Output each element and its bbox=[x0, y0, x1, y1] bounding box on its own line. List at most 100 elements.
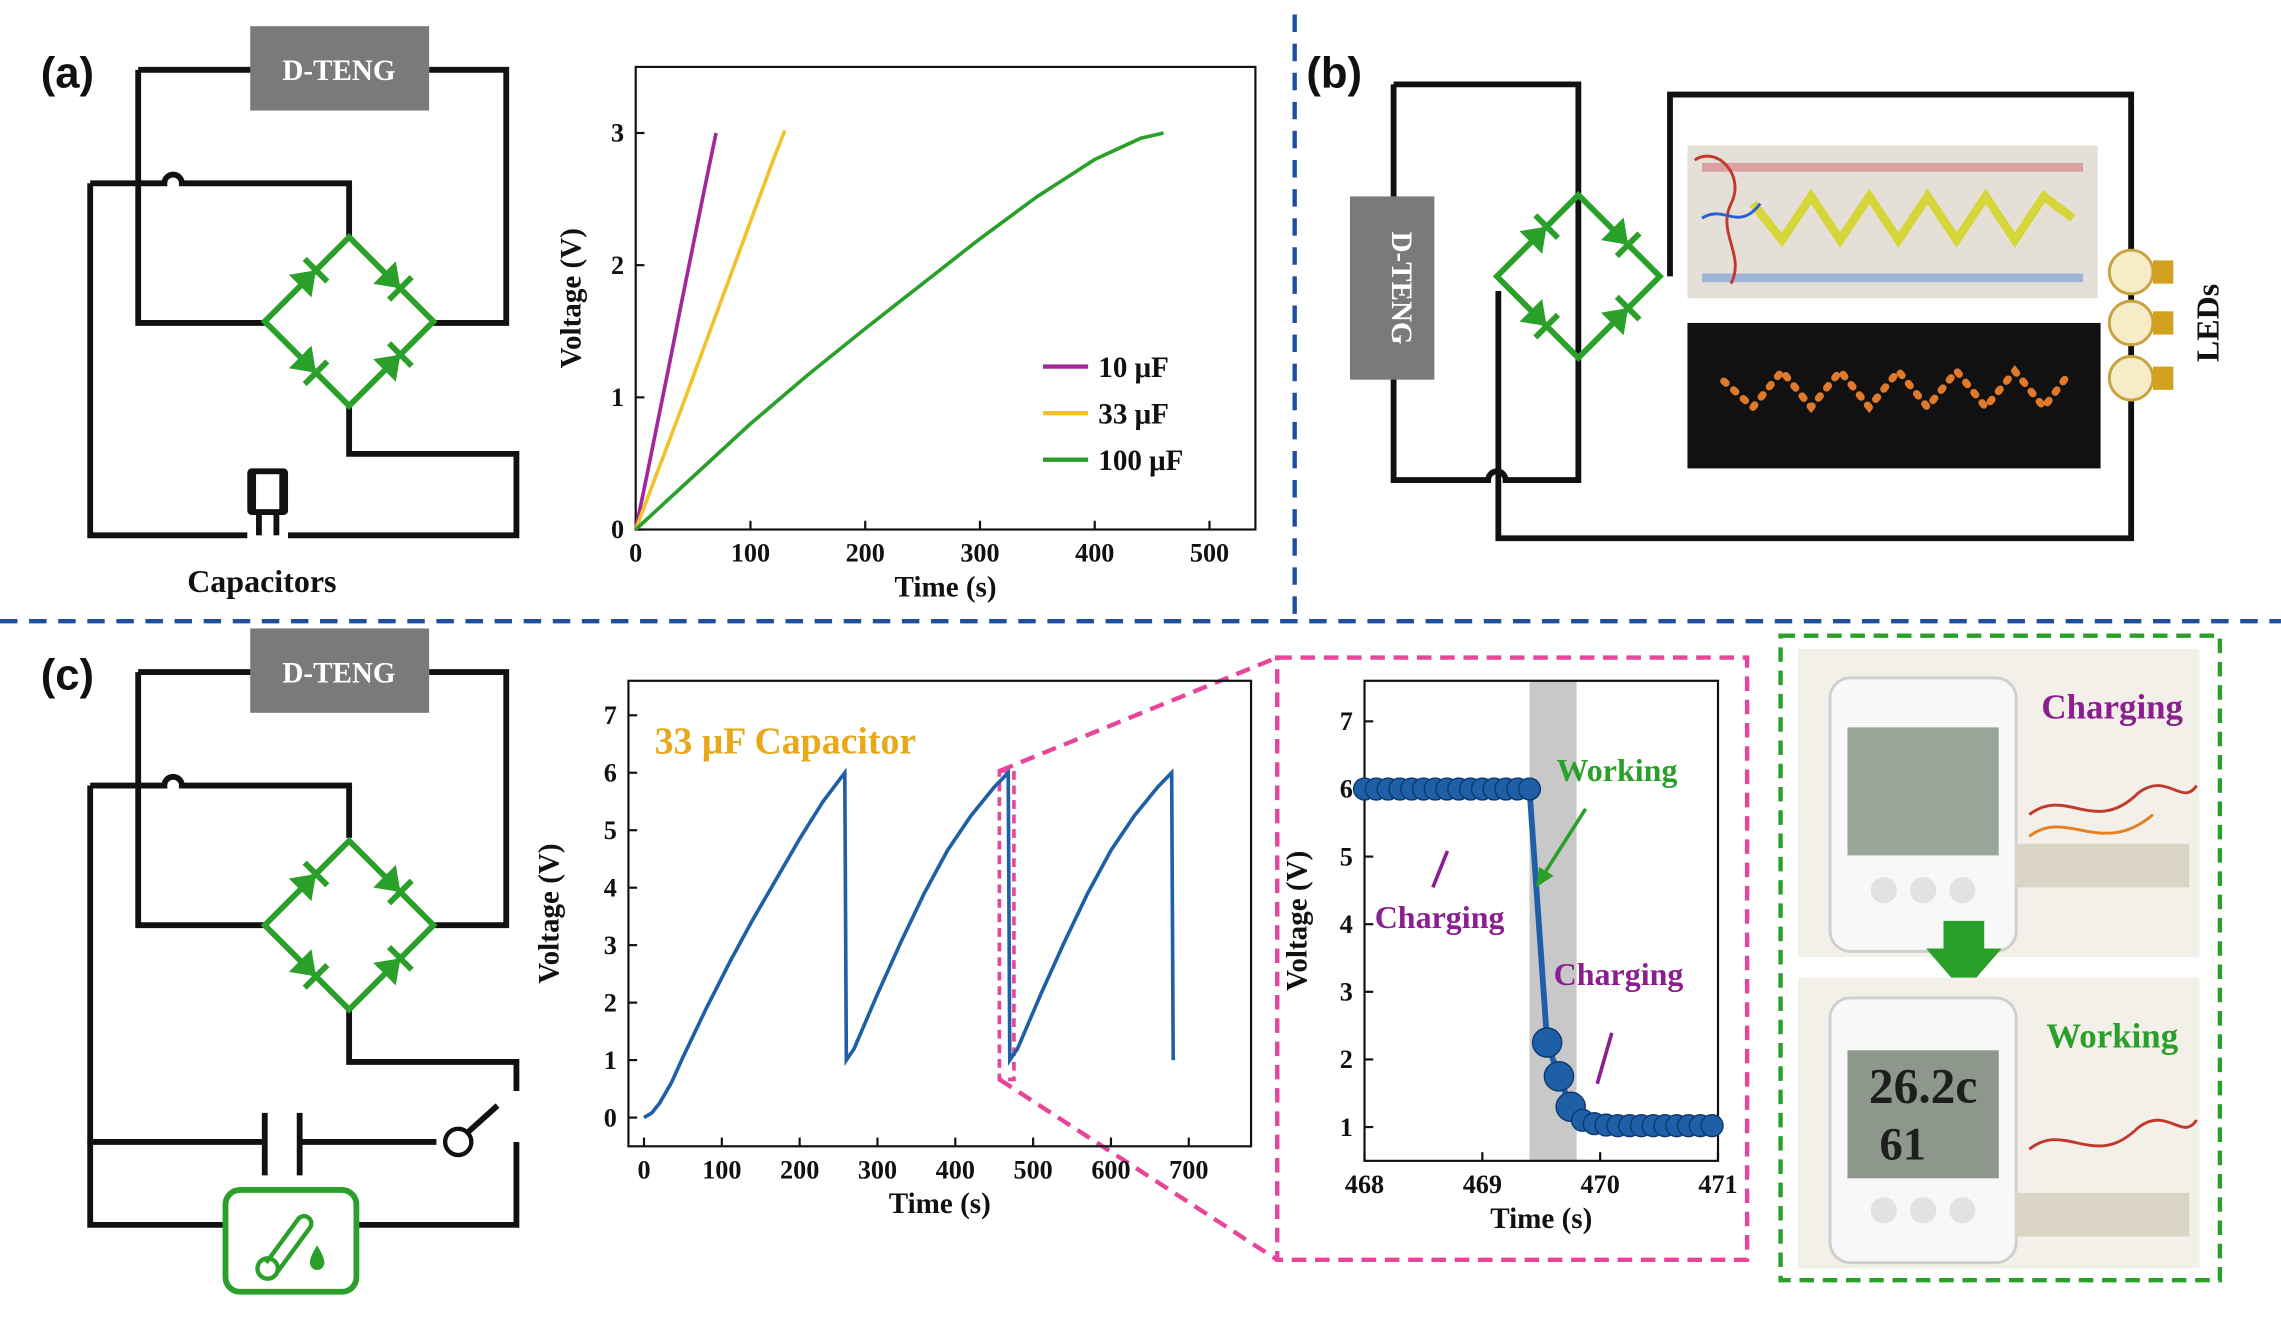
data-point bbox=[1531, 1027, 1563, 1058]
series-line-0 bbox=[633, 132, 718, 530]
data-point bbox=[1700, 1114, 1724, 1138]
y-tick-label: 3 bbox=[604, 931, 617, 960]
teng-box-c bbox=[250, 628, 430, 713]
x-tick-label: 600 bbox=[1091, 1155, 1130, 1184]
plot-frame bbox=[634, 65, 1257, 531]
working-arrow bbox=[1540, 807, 1588, 879]
panel-c-circuit: D-TENG bbox=[87, 628, 520, 1295]
x-tick-label: 700 bbox=[1169, 1155, 1208, 1184]
charging-arrow bbox=[1595, 1032, 1614, 1085]
teng-box-a bbox=[250, 26, 430, 111]
x-tick-label: 470 bbox=[1581, 1170, 1620, 1199]
bridge-diamond bbox=[260, 836, 438, 1014]
teng-label-c: D-TENG bbox=[282, 657, 395, 689]
x-tick-label: 400 bbox=[1075, 539, 1114, 568]
zoom-connector-bottom bbox=[998, 1077, 1279, 1262]
diode-icon bbox=[373, 261, 401, 289]
zoom-connector-top bbox=[998, 655, 1279, 774]
diode-bar bbox=[1533, 312, 1561, 340]
panel-b-circuit: D-TENG LEDs bbox=[1349, 81, 2225, 542]
working-photo-label: Working bbox=[2046, 1016, 2178, 1055]
capacitor-annotation: 33 μF Capacitor bbox=[655, 721, 917, 763]
diode-icon bbox=[288, 873, 316, 902]
x-axis-label: Time (s) bbox=[889, 1188, 991, 1220]
diode-bar bbox=[302, 256, 330, 284]
diode-icon bbox=[373, 354, 401, 382]
y-tick-label: 5 bbox=[1340, 842, 1353, 871]
legend-label: 10 μF bbox=[1098, 352, 1169, 384]
x-tick-label: 200 bbox=[846, 539, 885, 568]
diode-bar bbox=[386, 878, 414, 906]
y-tick-label: 6 bbox=[604, 758, 617, 787]
y-axis-label: Voltage (V) bbox=[534, 843, 566, 983]
x-tick-label: 400 bbox=[936, 1155, 975, 1184]
y-tick-label: 7 bbox=[1340, 707, 1353, 736]
teng-label-b: D-TENG bbox=[1385, 231, 1417, 344]
led-glow bbox=[1720, 365, 2070, 414]
hygrometer-photo-top: Charging bbox=[1798, 648, 2200, 958]
series-line-2 bbox=[634, 131, 1165, 531]
x-axis-label: Time (s) bbox=[895, 571, 997, 603]
switch-symbol bbox=[442, 1126, 474, 1158]
x-axis-label: Time (s) bbox=[1490, 1203, 1592, 1235]
thermometer-icon bbox=[255, 1213, 314, 1281]
diode-bar bbox=[302, 860, 330, 888]
charging-photo-label: Charging bbox=[2041, 688, 2183, 727]
diode-icon bbox=[1600, 217, 1629, 245]
x-tick-label: 300 bbox=[960, 539, 999, 568]
y-tick-label: 4 bbox=[604, 873, 617, 902]
charging-annotation: Charging bbox=[1554, 956, 1684, 992]
diode-icon bbox=[288, 345, 316, 373]
y-axis-label: Voltage (V) bbox=[555, 228, 587, 368]
y-tick-label: 2 bbox=[604, 988, 617, 1017]
diode-bar bbox=[302, 359, 330, 387]
y-tick-label: 1 bbox=[604, 1046, 617, 1075]
chart-c-main: 0 100 200 300 400 500 600 700 0 1 2 3 4 5 6 7 Time (s) Vo… bbox=[534, 679, 1253, 1220]
x-tick-label: 100 bbox=[702, 1155, 741, 1184]
diode-bar bbox=[302, 963, 330, 990]
charging-arrow bbox=[1431, 850, 1450, 889]
data-point bbox=[1517, 777, 1542, 801]
diode-icon bbox=[1600, 308, 1629, 336]
diode-bar bbox=[386, 274, 414, 302]
chart-c-zoom: 468 469 470 471 1 2 3 4 5 6 7 Time (s) Voltage (V) Wo… bbox=[1281, 679, 1738, 1235]
working-arrowhead bbox=[1536, 867, 1554, 888]
diode-icon bbox=[373, 958, 401, 986]
bridge-rectifier-c bbox=[260, 836, 438, 1014]
y-tick-label: 0 bbox=[604, 1103, 617, 1132]
diode-icon bbox=[288, 949, 316, 977]
arrow-down-icon bbox=[1926, 920, 2002, 993]
series-line-1 bbox=[634, 129, 787, 531]
x-tick-label: 0 bbox=[637, 1155, 650, 1184]
y-tick-label: 3 bbox=[1340, 978, 1353, 1007]
y-tick-label: 6 bbox=[1340, 775, 1353, 804]
y-tick-label: 2 bbox=[1340, 1045, 1353, 1074]
legend-label: 100 μF bbox=[1098, 445, 1183, 477]
zoom-source-rect bbox=[997, 769, 1016, 1082]
plot-frame bbox=[627, 679, 1253, 1148]
x-tick-label: 200 bbox=[780, 1155, 819, 1184]
bridge-diamond bbox=[260, 233, 438, 410]
hygrometer-photo-bottom: 26.2c 61 Working bbox=[1798, 977, 2200, 1269]
charging-annotation: Charging bbox=[1375, 899, 1505, 935]
diode-icon bbox=[1519, 226, 1547, 254]
diode-bar bbox=[386, 341, 414, 368]
teng-label-a: D-TENG bbox=[282, 55, 395, 87]
diode-icon bbox=[373, 864, 401, 893]
svg-text:26.2c: 26.2c bbox=[1869, 1059, 1977, 1114]
diode-bar bbox=[1533, 213, 1561, 240]
diode-bar bbox=[1614, 294, 1642, 322]
panel-a-circuit: D-TENG Capacitors bbox=[87, 26, 520, 599]
zoom-box bbox=[1275, 655, 1750, 1262]
y-axis-label: Voltage (V) bbox=[1281, 851, 1313, 991]
led-chain-photo bbox=[1749, 188, 2076, 248]
x-tick-label: 300 bbox=[858, 1155, 897, 1184]
diode-bar bbox=[1614, 231, 1642, 259]
x-tick-label: 469 bbox=[1463, 1170, 1502, 1199]
y-tick-label: 1 bbox=[611, 383, 624, 412]
panel-a-label: (a) bbox=[41, 48, 94, 97]
thermometer-droplet-icon bbox=[222, 1187, 360, 1295]
plot-frame bbox=[1363, 679, 1720, 1162]
x-tick-label: 471 bbox=[1698, 1170, 1737, 1199]
